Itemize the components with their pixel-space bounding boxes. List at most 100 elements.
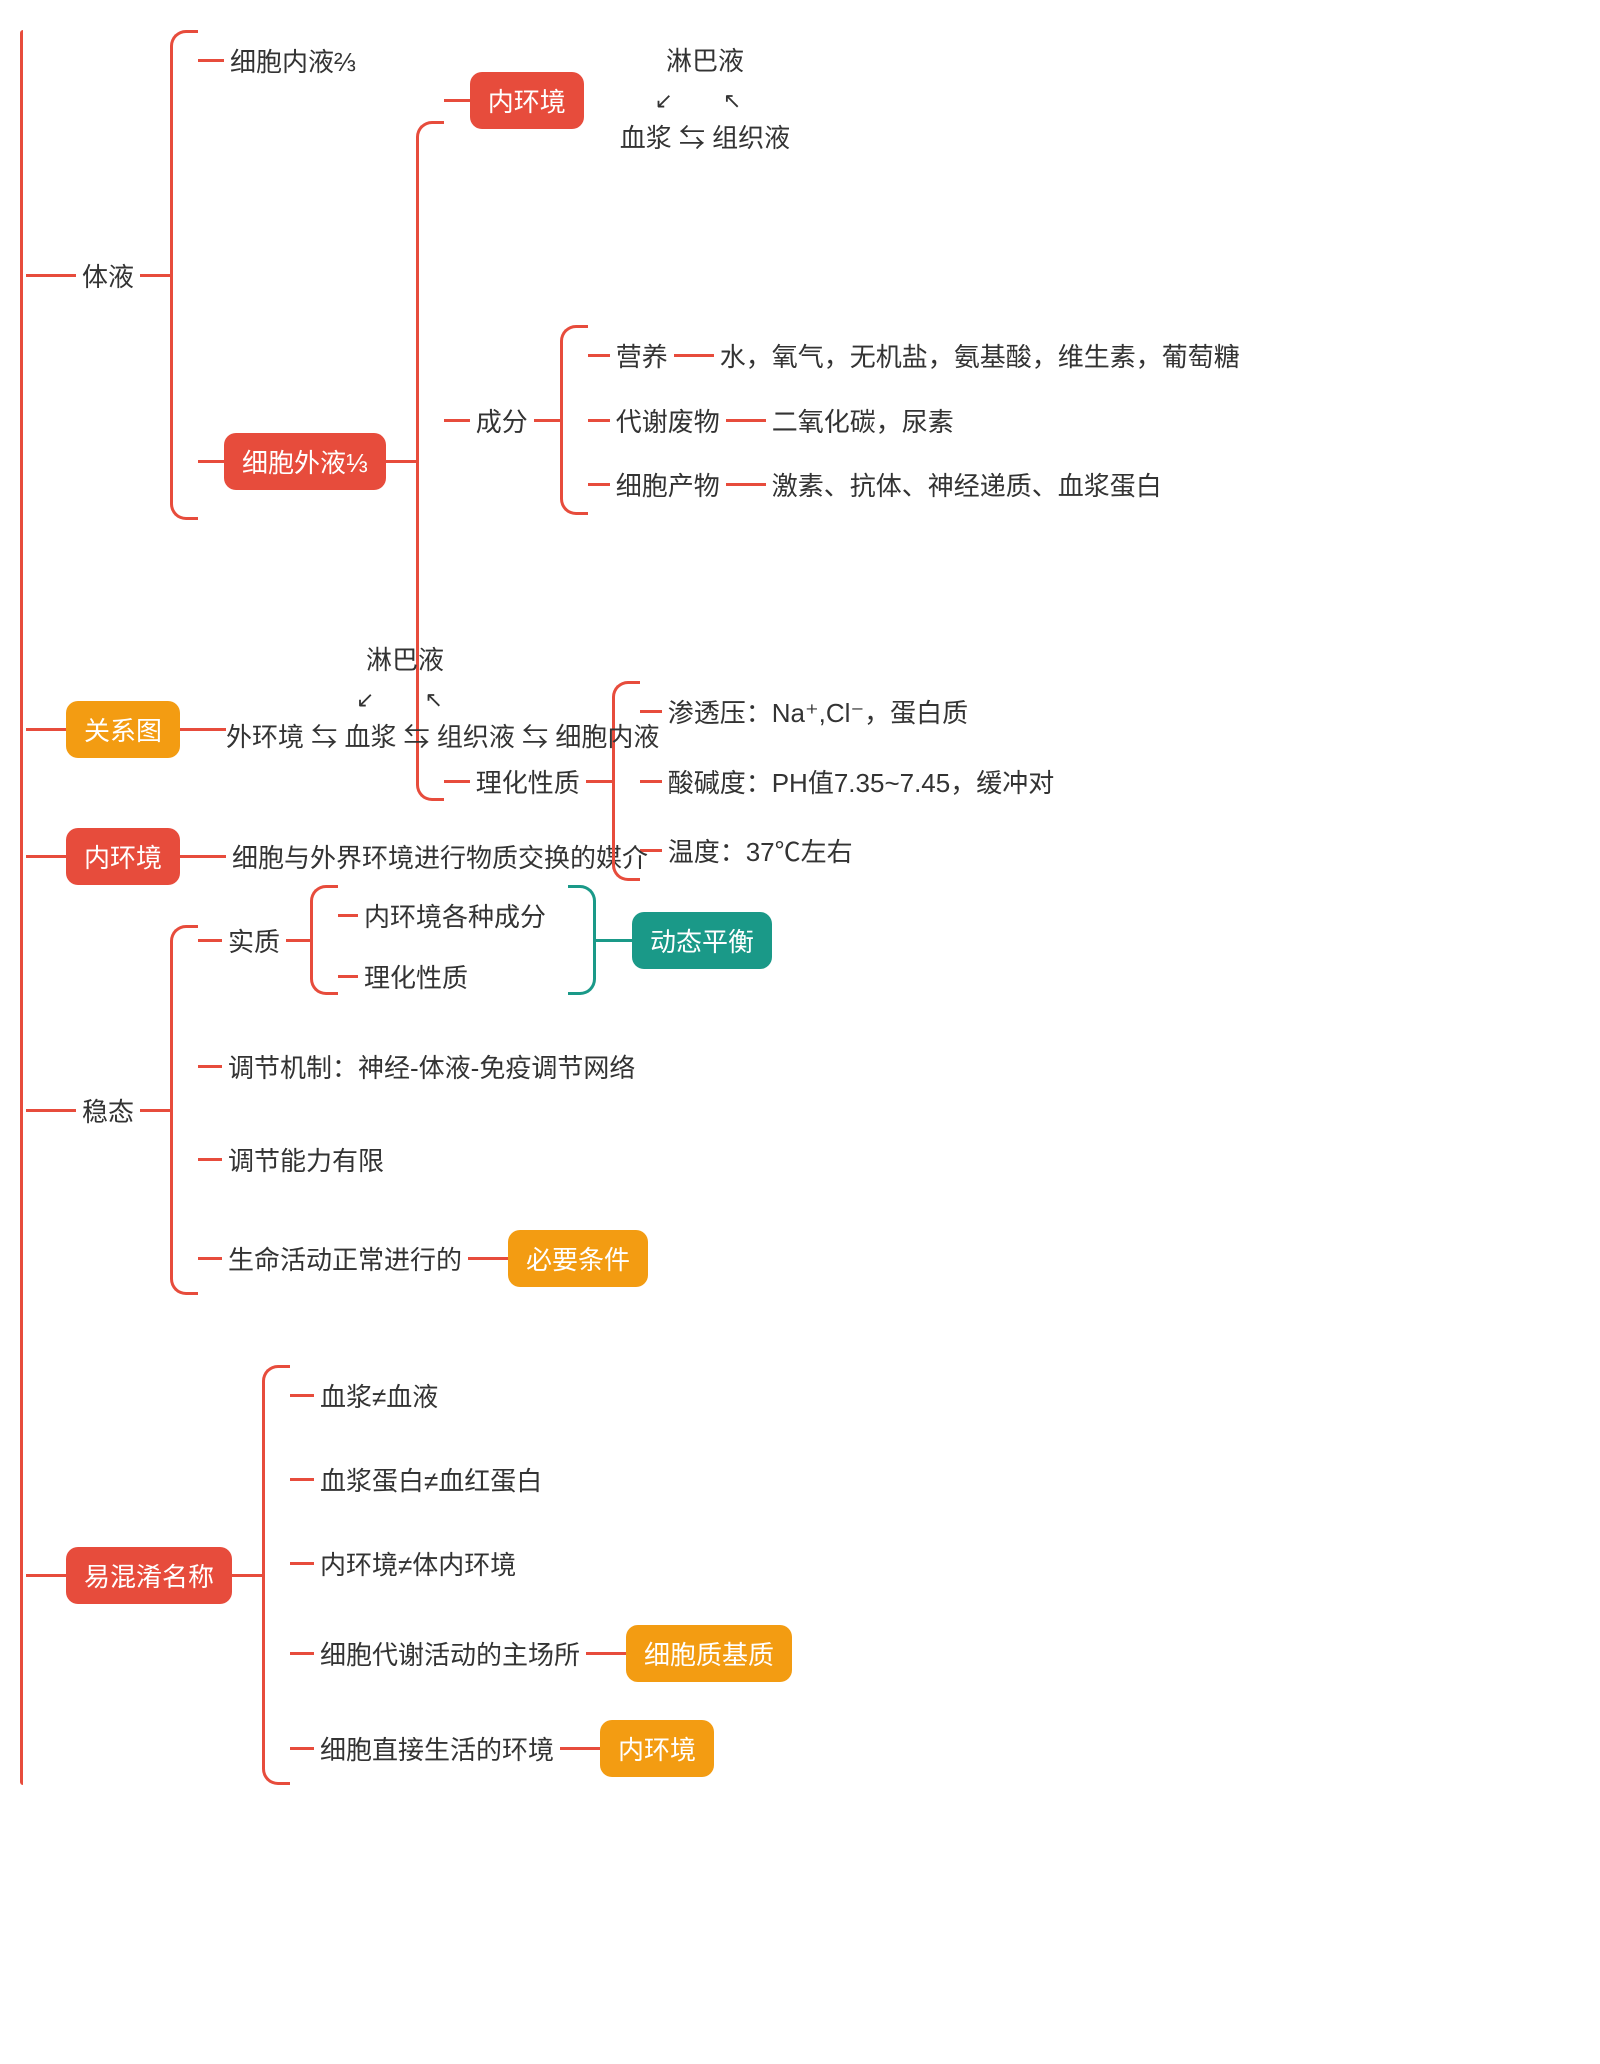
leaf: 细胞代谢活动的主场所 [314,1631,586,1676]
leaf: 渗透压：Na⁺,Cl⁻，蛋白质 [662,689,974,734]
leaf: 细胞内液⅔ [224,38,362,83]
leaf: 稳态 [76,1088,140,1133]
badge: 内环境 [66,828,180,885]
connector [674,354,714,357]
leaf-row: 细胞产物 激素、抗体、神经递质、血浆蛋白 [588,462,1246,507]
diagram-top: 淋巴液 [226,640,659,682]
leaf: 理化性质 [470,759,586,804]
leaf-row: 内环境≠体内环境 [290,1541,792,1586]
connector [290,1652,314,1655]
children: 细胞内液⅔ 细胞外液⅓ 内环境 [170,30,1246,520]
connector [338,975,358,978]
badge: 细胞质基质 [626,1625,792,1682]
connector [588,354,610,357]
branch-yihunxiao: 易混淆名称 血浆≠血液 血浆蛋白≠血红蛋白 内环境≠体内环境 细胞代谢活动的主场… [26,1365,1580,1785]
connector [586,1652,626,1655]
leaf-row: 内环境各种成分 [338,893,568,938]
connector [140,1109,170,1112]
badge: 易混淆名称 [66,1547,232,1604]
connector [640,780,662,783]
connector [290,1747,314,1750]
connector [596,939,632,942]
badge: 内环境 [470,72,584,129]
connector [198,939,222,942]
leaf-row: 理化性质 [338,954,568,999]
leaf-row: 细胞代谢活动的主场所 细胞质基质 [290,1625,792,1682]
leaf: 内环境各种成分 [358,893,552,938]
leaf: 温度：37℃左右 [662,828,859,873]
leaf-tail: 二氧化碳，尿素 [766,398,960,443]
leaf-row: 血浆蛋白≠血红蛋白 [290,1457,792,1502]
diagram-arrows: ↙ ↖ [620,83,790,118]
leaf-row: 渗透压：Na⁺,Cl⁻，蛋白质 [640,689,1061,734]
badge: 必要条件 [508,1230,648,1287]
connector [338,914,358,917]
connector [290,1562,314,1565]
node-tiye: 体液 [76,253,140,298]
leaf: 代谢废物 [610,398,726,443]
bracket [170,30,198,520]
diagram-top: 淋巴液 [620,41,790,83]
connector [198,1257,222,1260]
diagram-bottom: 外环境 ⇆ 血浆 ⇆ 组织液 ⇆ 细胞内液 [226,717,659,759]
connector [140,274,170,277]
connector [26,1109,76,1112]
connector [232,1574,262,1577]
leaf-row: 温度：37℃左右 [640,828,1061,873]
leaf-row: 生命活动正常进行的 必要条件 [198,1230,772,1287]
badge: 关系图 [66,701,180,758]
diagram-arrows: ↙ ↖ [226,682,659,717]
connector [290,1394,314,1397]
connector [26,855,66,858]
connector [198,1065,222,1068]
connector [560,1747,600,1750]
connector [198,59,224,62]
connector [290,1478,314,1481]
connector [180,728,226,731]
leaf-row: 调节机制：神经-体液-免疫调节网络 [198,1044,772,1089]
leaf: 酸碱度：PH值7.35~7.45，缓冲对 [662,759,1061,804]
connector [198,460,224,463]
badge: 细胞外液⅓ [224,433,386,490]
bracket [560,325,588,515]
leaf-row: 营养 水，氧气，无机盐，氨基酸，维生素，葡萄糖 [588,333,1246,378]
leaf-row: 血浆≠血液 [290,1373,792,1418]
leaf: 调节机制：神经-体液-免疫调节网络 [222,1044,641,1089]
leaf: 细胞产物 [610,462,726,507]
leaf-row: 细胞直接生活的环境 内环境 [290,1720,792,1777]
leaf: 血浆≠血液 [314,1373,444,1418]
connector [588,483,610,486]
leaf: 生命活动正常进行的 [222,1236,468,1281]
badge: 内环境 [600,1720,714,1777]
connector [444,99,470,102]
leaf-tail: 细胞与外界环境进行物质交换的媒介 [226,834,654,879]
badge: 动态平衡 [632,912,772,969]
branch-tiye: 体液 细胞内液⅔ 细胞外液⅓ [26,30,1580,520]
node-neihuanjing-diagram: 内环境 淋巴液 ↙ ↖ 血浆 ⇆ 组织液 [444,41,1246,159]
leaf: 调节能力有限 [222,1137,390,1182]
leaf: 理化性质 [358,954,474,999]
connector [26,1574,66,1577]
connector [444,419,470,422]
bracket [170,925,198,1295]
bracket [262,1365,290,1785]
leaf-row: 调节能力有限 [198,1137,772,1182]
mindmap-root: 体液 细胞内液⅔ 细胞外液⅓ [20,30,1580,1785]
connector [26,274,76,277]
leaf: 实质 [222,918,286,963]
leaf-row: 酸碱度：PH值7.35~7.45，缓冲对 [640,759,1061,804]
diagram-bottom: 血浆 ⇆ 组织液 [620,118,790,160]
root-branches: 体液 细胞内液⅔ 细胞外液⅓ [26,30,1580,1785]
leaf: 成分 [470,398,534,443]
leaf-tail: 水，氧气，无机盐，氨基酸，维生素，葡萄糖 [714,333,1246,378]
connector [286,939,310,942]
connector [588,419,610,422]
connector [180,855,226,858]
leaf: 细胞直接生活的环境 [314,1726,560,1771]
connector [468,1257,508,1260]
leaf: 营养 [610,333,674,378]
connector [726,483,766,486]
bracket-right [568,885,596,995]
leaf-row: 代谢废物 二氧化碳，尿素 [588,398,1246,443]
leaf: 内环境≠体内环境 [314,1541,522,1586]
